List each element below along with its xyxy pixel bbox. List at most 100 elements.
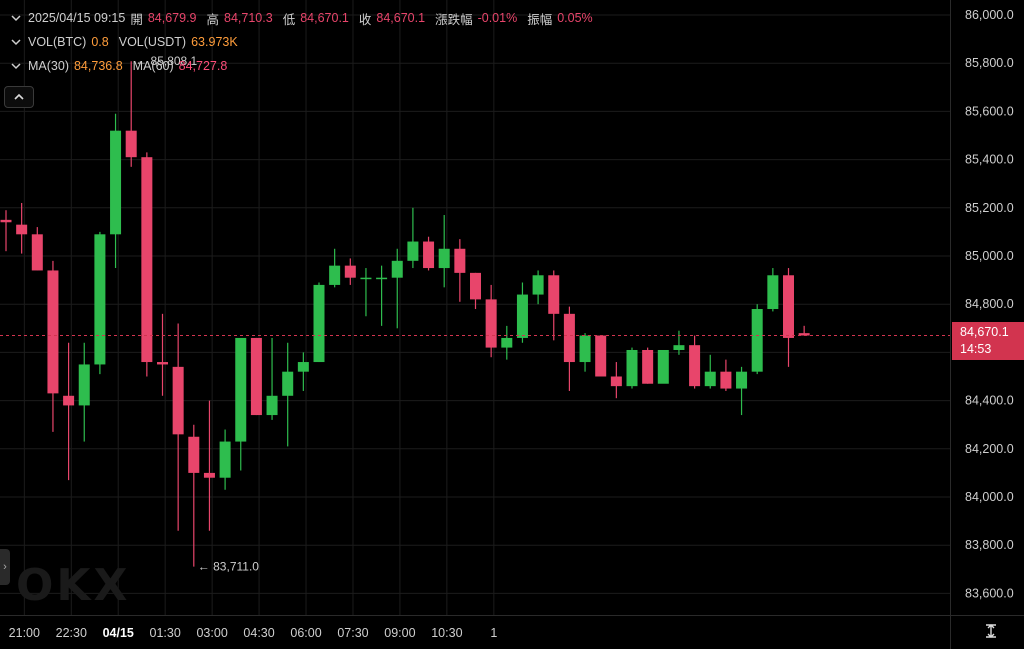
time-axis[interactable]: 21:00 22:30 04/15 01:30 03:00 04:30 06:00 07:30… bbox=[9, 626, 498, 640]
candle bbox=[110, 113, 122, 269]
y-tick-label: 85,000.0 bbox=[965, 249, 1014, 263]
min-price-annotation: ← 83,711.0 bbox=[198, 560, 259, 574]
x-tick-label: 04:30 bbox=[243, 626, 274, 640]
candle bbox=[329, 248, 341, 288]
chevron-up-icon bbox=[14, 93, 24, 100]
candle bbox=[610, 362, 622, 399]
candle bbox=[141, 152, 153, 377]
collapse-legend-button[interactable] bbox=[4, 86, 34, 108]
x-tick-label: 09:00 bbox=[384, 626, 415, 640]
candle-body bbox=[454, 248, 466, 273]
candle-body bbox=[548, 275, 560, 314]
candle bbox=[0, 210, 12, 252]
candle bbox=[423, 236, 435, 271]
y-tick-label: 85,400.0 bbox=[965, 153, 1014, 167]
candle-body bbox=[751, 309, 763, 372]
price-axis[interactable]: 86,000.0 85,800.0 85,600.0 85,400.0 85,200.0… bbox=[965, 8, 1014, 600]
y-tick-label: 84,800.0 bbox=[965, 297, 1014, 311]
candle-body bbox=[313, 284, 325, 363]
vol-btc-label: VOL(BTC) bbox=[28, 35, 87, 49]
candle-body bbox=[626, 349, 638, 387]
candle bbox=[501, 325, 513, 360]
candle bbox=[203, 400, 215, 531]
candle-body bbox=[407, 241, 419, 261]
candle-body bbox=[391, 260, 403, 278]
candle bbox=[704, 354, 716, 389]
candle bbox=[172, 323, 184, 531]
candle bbox=[783, 268, 794, 367]
vol-btc-value: 0.8 bbox=[91, 35, 109, 49]
candle bbox=[125, 61, 137, 167]
candle bbox=[767, 268, 779, 312]
candle bbox=[548, 270, 560, 341]
candle-body bbox=[344, 265, 356, 278]
okx-watermark: OKX bbox=[16, 560, 131, 611]
candle-body bbox=[219, 441, 231, 478]
candle-body bbox=[250, 337, 262, 416]
candle bbox=[344, 258, 356, 285]
chevron-down-icon[interactable] bbox=[10, 12, 22, 24]
candle-body bbox=[579, 335, 591, 363]
x-tick-label: 01:30 bbox=[150, 626, 181, 640]
candle bbox=[313, 282, 325, 363]
candle bbox=[516, 282, 528, 343]
candle-body bbox=[266, 395, 278, 416]
candle-body bbox=[423, 241, 435, 269]
candle bbox=[642, 347, 654, 384]
change-value: -0.01% bbox=[477, 11, 518, 25]
amplitude-value: 0.05% bbox=[557, 11, 593, 25]
ma60-value: 84,727.8 bbox=[178, 59, 228, 73]
candle-body bbox=[673, 345, 685, 350]
chevron-down-icon[interactable] bbox=[10, 60, 22, 72]
y-tick-label: 83,800.0 bbox=[965, 538, 1014, 552]
candle bbox=[407, 207, 419, 269]
candle-body bbox=[798, 333, 810, 336]
candle bbox=[736, 366, 748, 416]
y-tick-label: 84,200.0 bbox=[965, 442, 1014, 456]
low-label: 低 bbox=[282, 12, 296, 27]
x-tick-label: 21:00 bbox=[9, 626, 40, 640]
candle bbox=[751, 304, 763, 375]
candle-body bbox=[110, 130, 122, 235]
candle-body bbox=[172, 366, 184, 435]
candle bbox=[250, 337, 262, 416]
candle-body bbox=[0, 219, 12, 223]
candle-body bbox=[470, 272, 481, 300]
candle bbox=[485, 284, 497, 358]
current-price: 84,670.1 bbox=[960, 325, 1009, 339]
low-value: 84,670.1 bbox=[300, 11, 349, 25]
x-tick-label: 03:00 bbox=[196, 626, 227, 640]
x-tick-label: 22:30 bbox=[56, 626, 87, 640]
x-tick-label: 04/15 bbox=[103, 626, 134, 640]
candle-body bbox=[438, 248, 450, 269]
candle bbox=[63, 342, 75, 481]
candle-body bbox=[657, 349, 669, 384]
chevron-down-icon[interactable] bbox=[10, 36, 22, 48]
open-label: 開 bbox=[130, 12, 143, 27]
candle-body bbox=[63, 395, 75, 406]
candle-body bbox=[47, 270, 59, 394]
candle bbox=[219, 429, 231, 490]
candle bbox=[94, 231, 106, 375]
candle-body bbox=[282, 371, 294, 396]
axis-scale-icon[interactable] bbox=[982, 622, 1000, 640]
candle-body bbox=[94, 234, 106, 365]
candle bbox=[657, 349, 669, 384]
candle-countdown: 14:53 bbox=[960, 342, 992, 356]
expand-sidebar-handle[interactable]: › bbox=[0, 549, 10, 585]
vol-usdt-label: VOL(USDT) bbox=[118, 35, 187, 49]
candle-body bbox=[610, 376, 622, 387]
candle-body bbox=[532, 275, 544, 295]
candle bbox=[31, 227, 43, 271]
ma30-label: MA(30) bbox=[28, 59, 69, 73]
candle-body bbox=[501, 337, 513, 348]
candle bbox=[454, 239, 466, 302]
candle bbox=[235, 337, 247, 471]
candle bbox=[579, 333, 591, 372]
annotations-layer: ← 85,808.1 ← 83,711.0 bbox=[0, 54, 950, 574]
candle-body bbox=[125, 130, 137, 158]
vol-usdt-value: 63.973K bbox=[191, 35, 238, 49]
x-tick-label: 1 bbox=[490, 626, 497, 640]
candle bbox=[78, 342, 90, 442]
